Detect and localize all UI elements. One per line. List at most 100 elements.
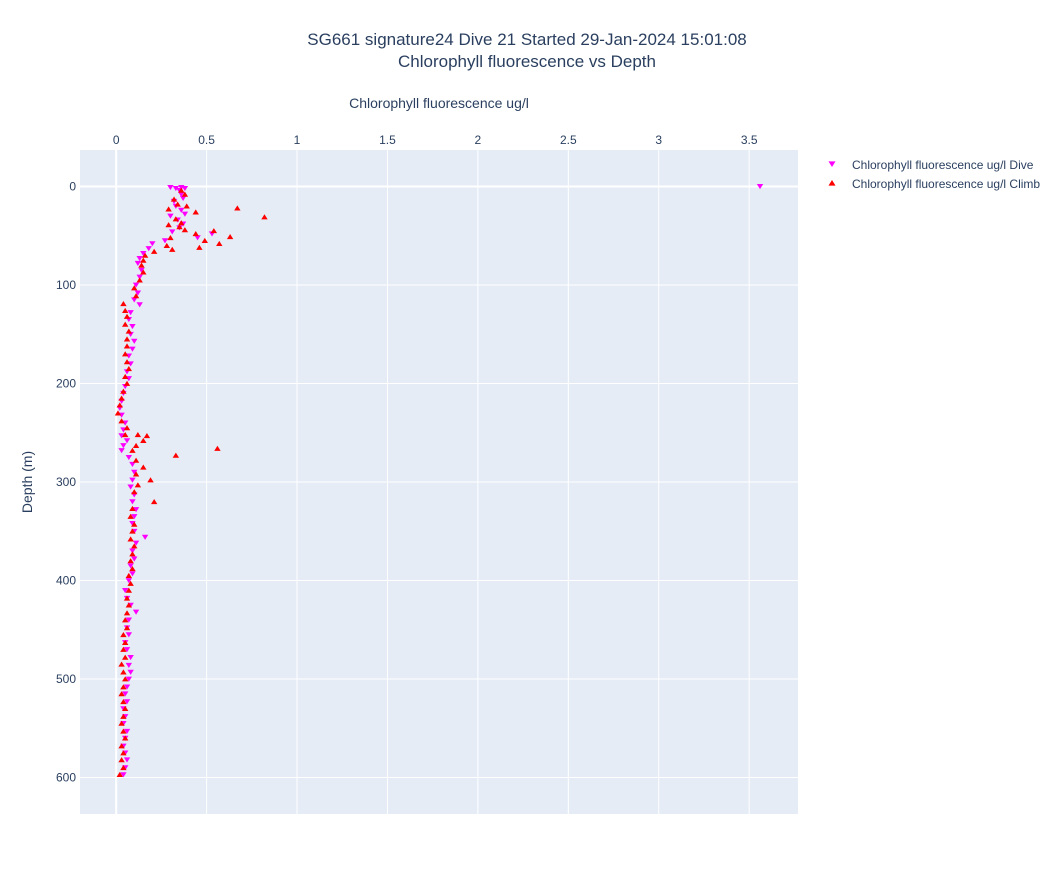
climb-data-point xyxy=(123,343,131,349)
climb-data-point xyxy=(150,248,158,254)
climb-data-point xyxy=(226,233,234,240)
climb-data-point xyxy=(138,262,145,268)
chart-title-line2: Chlorophyll fluorescence vs Depth xyxy=(398,52,656,71)
dive-data-point xyxy=(161,238,169,244)
dive-data-point xyxy=(131,297,138,303)
dive-data-point xyxy=(125,454,133,461)
dive-data-point xyxy=(131,469,138,475)
x-tick-labels: 0 0.5 1 1.5 2 2.5 3 3.5 xyxy=(113,133,758,147)
climb-data-point xyxy=(181,227,189,233)
legend-item-dive[interactable]: Chlorophyll fluorescence ug/l Dive xyxy=(828,158,1034,172)
climb-data-point xyxy=(123,359,131,365)
climb-data-point xyxy=(136,277,143,283)
climb-data-point xyxy=(120,300,127,307)
y-axis-title: Depth (m) xyxy=(19,451,35,513)
y-tick-label: 200 xyxy=(56,376,76,390)
climb-data-point xyxy=(132,442,140,448)
climb-data-point xyxy=(122,676,129,682)
legend-item-climb[interactable]: Chlorophyll fluorescence ug/l Climb xyxy=(828,177,1041,191)
climb-data-point xyxy=(214,445,221,451)
climb-data-point xyxy=(122,617,129,623)
climb-data-point xyxy=(201,237,208,244)
chart-title-line1: SG661 signature24 Dive 21 Started 29-Jan… xyxy=(307,30,746,49)
dive-data-point xyxy=(122,587,129,594)
climb-data-point xyxy=(127,580,134,586)
climb-data-point xyxy=(174,201,181,207)
climb-data-point xyxy=(118,395,125,401)
climb-data-point xyxy=(172,452,180,458)
dive-data-point xyxy=(120,443,127,449)
x-tick-label: 0.5 xyxy=(198,133,215,147)
climb-data-point xyxy=(132,293,140,299)
climb-data-point xyxy=(140,269,147,275)
grid-lines xyxy=(80,150,798,814)
dive-data-point xyxy=(125,676,133,682)
dive-data-point xyxy=(131,514,138,520)
dive-data-point xyxy=(141,534,149,540)
climb-data-point xyxy=(122,639,129,645)
dive-data-point xyxy=(138,267,145,273)
climb-data-point xyxy=(125,587,133,593)
climb-data-point xyxy=(120,713,127,719)
dive-data-point xyxy=(140,251,147,257)
dive-data-point xyxy=(149,241,156,247)
y-tick-label: 300 xyxy=(56,475,76,489)
dive-data-point xyxy=(127,654,134,661)
x-tick-label: 2.5 xyxy=(560,133,577,147)
climb-data-point xyxy=(131,543,138,549)
climb-data-point xyxy=(163,242,171,248)
climb-data-point xyxy=(118,743,125,749)
climb-data-point xyxy=(118,691,125,697)
dive-data-point xyxy=(181,186,189,192)
dive-data-point xyxy=(134,290,142,296)
climb-data-point xyxy=(165,222,172,228)
climb-data-point xyxy=(129,505,136,511)
climb-data-point xyxy=(141,252,149,258)
climb-data-point xyxy=(127,558,134,564)
climb-data-point xyxy=(172,216,180,222)
climb-data-point xyxy=(132,457,140,463)
climb-data-point xyxy=(123,336,131,342)
climb-data-point xyxy=(129,551,136,557)
climb-data-point xyxy=(116,771,123,777)
climb-data-point xyxy=(192,209,199,215)
dive-data-point xyxy=(123,728,131,734)
climb-data-point xyxy=(120,388,127,394)
dive-data-point xyxy=(167,185,174,191)
dive-data-point xyxy=(123,757,131,763)
climb-data-point xyxy=(116,402,123,408)
dive-data-point xyxy=(131,556,138,562)
dive-data-point xyxy=(178,191,185,198)
dive-data-point xyxy=(123,684,131,690)
dive-data-point xyxy=(172,186,180,192)
climb-data-point xyxy=(118,418,125,424)
climb-data-point xyxy=(129,447,136,453)
dive-data-point xyxy=(129,461,136,467)
climb-data-point xyxy=(132,471,140,477)
legend-climb-label: Chlorophyll fluorescence ug/l Climb xyxy=(852,177,1040,191)
dive-data-point xyxy=(125,632,133,638)
climb-data-point xyxy=(125,328,133,334)
dive-data-point xyxy=(127,563,134,569)
dive-data-point xyxy=(136,255,143,262)
climb-data-point xyxy=(122,321,129,327)
climb-data-point xyxy=(176,224,183,230)
legend-dive-marker-icon xyxy=(828,161,836,167)
climb-data-point xyxy=(129,565,136,572)
dive-data-point xyxy=(134,260,142,267)
legend[interactable]: Chlorophyll fluorescence ug/l Dive Chlor… xyxy=(828,158,1041,191)
y-tick-labels: 0 100 200 300 400 500 600 xyxy=(56,179,76,784)
dive-data-point xyxy=(129,323,136,330)
x-tick-label: 1 xyxy=(294,133,301,147)
x-tick-label: 2 xyxy=(475,133,482,147)
dive-data-point xyxy=(167,213,174,219)
dive-data-point xyxy=(123,438,131,444)
climb-data-point xyxy=(125,602,133,608)
dive-data-point xyxy=(145,246,152,252)
climb-data-point xyxy=(150,498,158,505)
climb-data-point xyxy=(140,437,147,444)
climb-data-point xyxy=(234,205,241,211)
dive-data-point xyxy=(136,302,143,308)
climb-data-point xyxy=(123,610,131,616)
